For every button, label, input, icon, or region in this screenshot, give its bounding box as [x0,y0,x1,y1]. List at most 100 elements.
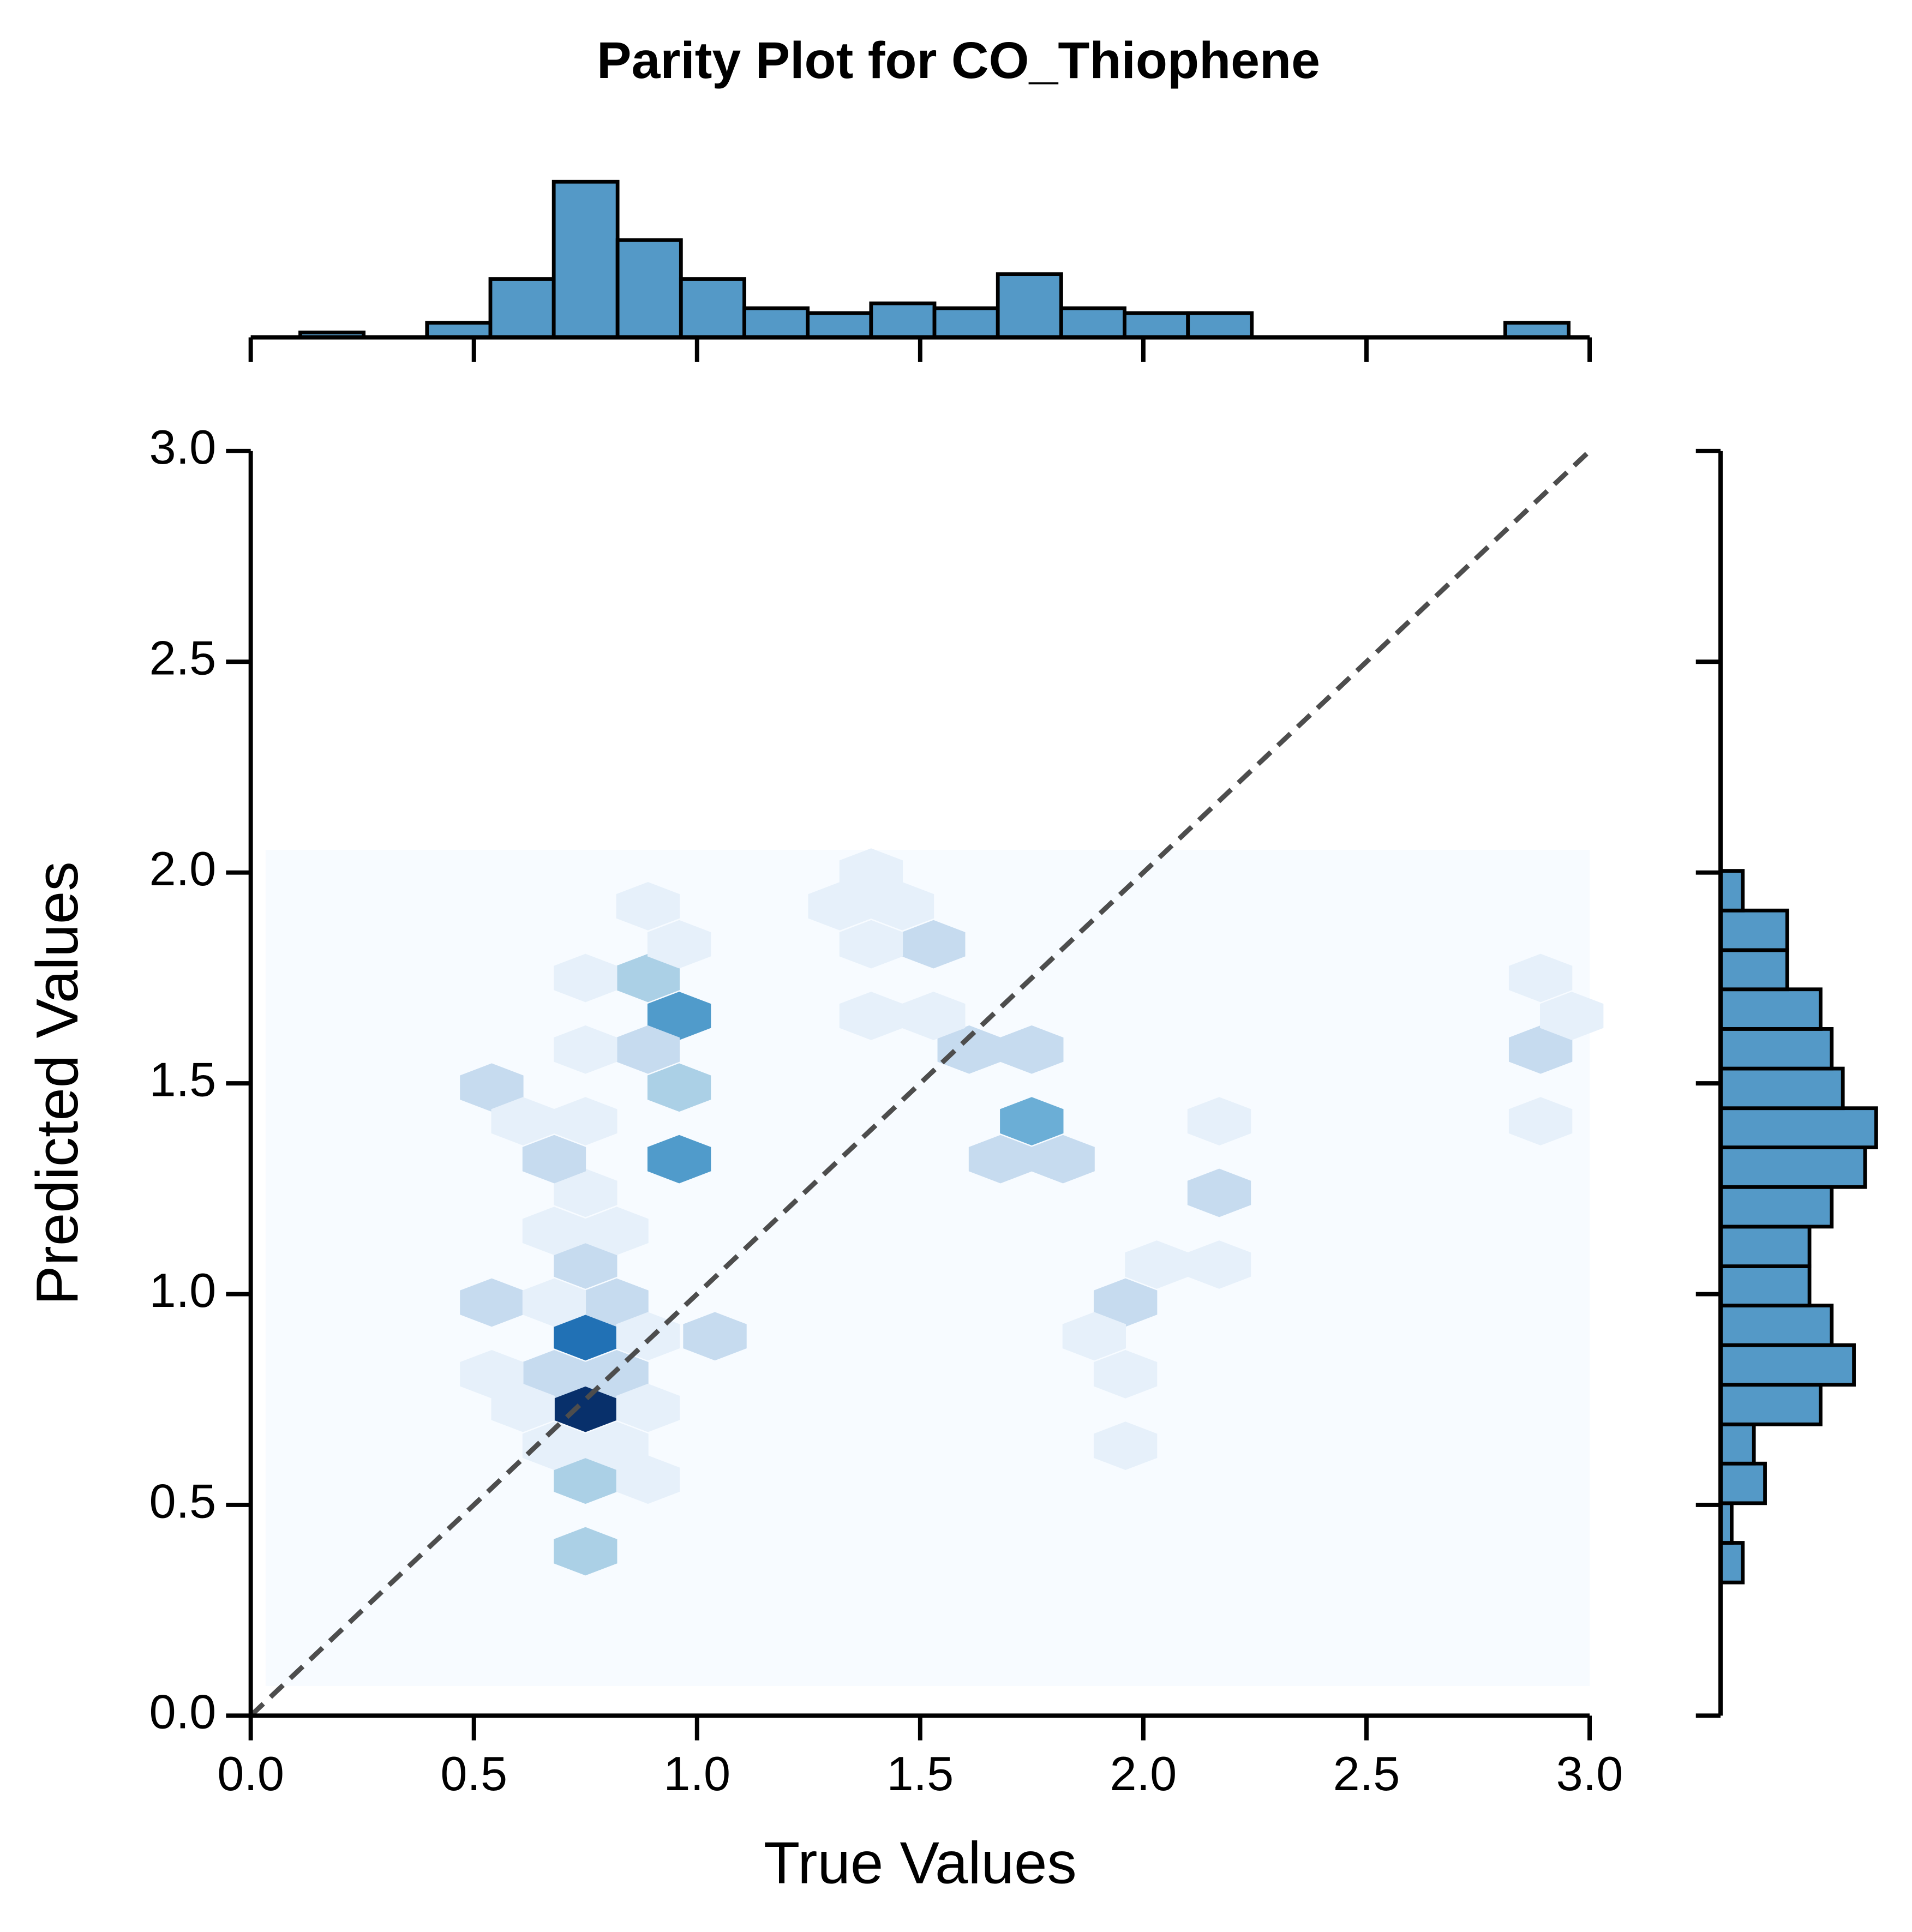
hex-cell [937,1025,1001,1074]
hex-cell [1093,1349,1158,1399]
hex-cell [522,1278,586,1327]
histogram-bar [1718,987,1823,1031]
hex-cell [1187,1097,1251,1145]
hex-cell [1187,1240,1251,1289]
hex-cell [460,1278,524,1327]
hex-cell [1093,1278,1158,1327]
hex-cell [647,1135,711,1184]
y-tick-label: 2.0 [149,842,216,896]
hex-cell [1031,1135,1095,1184]
hex-cell [1125,1240,1189,1289]
histogram-bar [1718,1066,1845,1111]
histogram-bar [1718,1343,1856,1387]
hex-cell [616,882,680,931]
histogram-bar [1718,1383,1823,1426]
hexbin-background [265,850,1590,1687]
x-tick-label: 1.5 [886,1747,954,1801]
x-tick-label: 1.0 [663,1747,730,1801]
hex-cell [616,1312,680,1361]
histogram-bar [1123,311,1190,339]
parity-line [249,449,1592,1718]
hex-cell [1508,953,1573,1003]
histogram-bar [996,272,1063,339]
axes: 0.0 0.5 1.0 1.5 2.0 2.5 3.0 0.0 0.5 1.0 1.5 2.0 2.5 3… [149,179,1878,1801]
hex-cell [522,1135,586,1184]
hex-cell [808,882,872,931]
hex-cell [554,1383,618,1432]
hex-cell [1187,1168,1251,1217]
hex-cell [554,1527,618,1576]
hex-cell [554,953,618,1003]
histogram-bar [679,277,746,339]
histogram-bar [742,306,810,339]
hex-cell [616,1025,680,1074]
hex-cell [1508,1097,1573,1145]
y-tick-label: 2.5 [149,631,216,685]
x-tick-label: 0.0 [217,1747,284,1801]
hex-cell [1062,1312,1126,1361]
hex-cell [902,920,966,969]
hex-cell [554,1025,618,1074]
hex-cell [1000,1097,1064,1145]
histogram-bar [615,238,683,339]
y-tick-label: 0.0 [149,1685,216,1739]
hex-cell [522,1349,586,1399]
hex-cell [554,1240,618,1289]
hex-cell [1000,1025,1064,1074]
hex-cell [870,882,934,931]
histogram-bar [1718,869,1745,913]
histogram-bar [1718,1027,1834,1071]
x-axis-label: True Values [764,1831,1077,1897]
hex-cell [1540,992,1604,1040]
y-tick-label: 0.5 [149,1474,216,1528]
hex-cell [647,992,711,1040]
hex-cell [585,1421,649,1471]
hex-cell [554,1312,618,1361]
hex-cell [902,992,966,1040]
histogram-bar [1718,1145,1867,1189]
y-axis-label: Predicted Values [25,861,91,1305]
hex-cell [839,848,903,897]
histogram-bar [1718,1225,1812,1268]
hex-cell [683,1312,747,1361]
hex-cell [554,1455,618,1504]
histogram-bar [806,311,873,339]
histogram-bar [552,179,620,339]
histogram-bar [1718,1106,1878,1149]
x-tick-label: 0.5 [440,1747,507,1801]
hexbin [460,848,1604,1576]
hex-cell [522,1421,586,1471]
hex-cell [554,1168,618,1217]
hex-cell [585,1207,649,1256]
histogram-bar [488,277,556,339]
hex-cell [968,1135,1033,1184]
hex-cell [554,1097,618,1145]
histogram-bar [1718,1185,1834,1229]
hex-cell [522,1207,586,1256]
histogram-bar [1718,908,1789,952]
chart-title: Parity Plot for CO_Thiophene [597,32,1320,89]
histogram-bar [932,306,1000,339]
hex-cell [839,992,903,1040]
histogram-bar [1059,306,1126,339]
hex-cell [460,1063,524,1112]
x-tick-label: 2.0 [1110,1747,1177,1801]
hex-cell [647,1063,711,1112]
y-tick-label: 1.5 [149,1052,216,1106]
histogram-bar [425,321,493,339]
x-tick-label: 2.5 [1333,1747,1400,1801]
y-tick-label: 1.0 [149,1263,216,1317]
histogram-bar [869,301,937,339]
hex-cell [616,1455,680,1504]
hex-cell [585,1349,649,1399]
histogram-bar [1186,311,1254,339]
hex-cell [1093,1421,1158,1471]
hex-cell [647,920,711,969]
hex-cell [839,920,903,969]
histogram-bar [1718,1461,1767,1505]
histogram-bar [1718,1303,1834,1347]
hex-cell [616,953,680,1003]
histogram-bar [1718,948,1789,992]
